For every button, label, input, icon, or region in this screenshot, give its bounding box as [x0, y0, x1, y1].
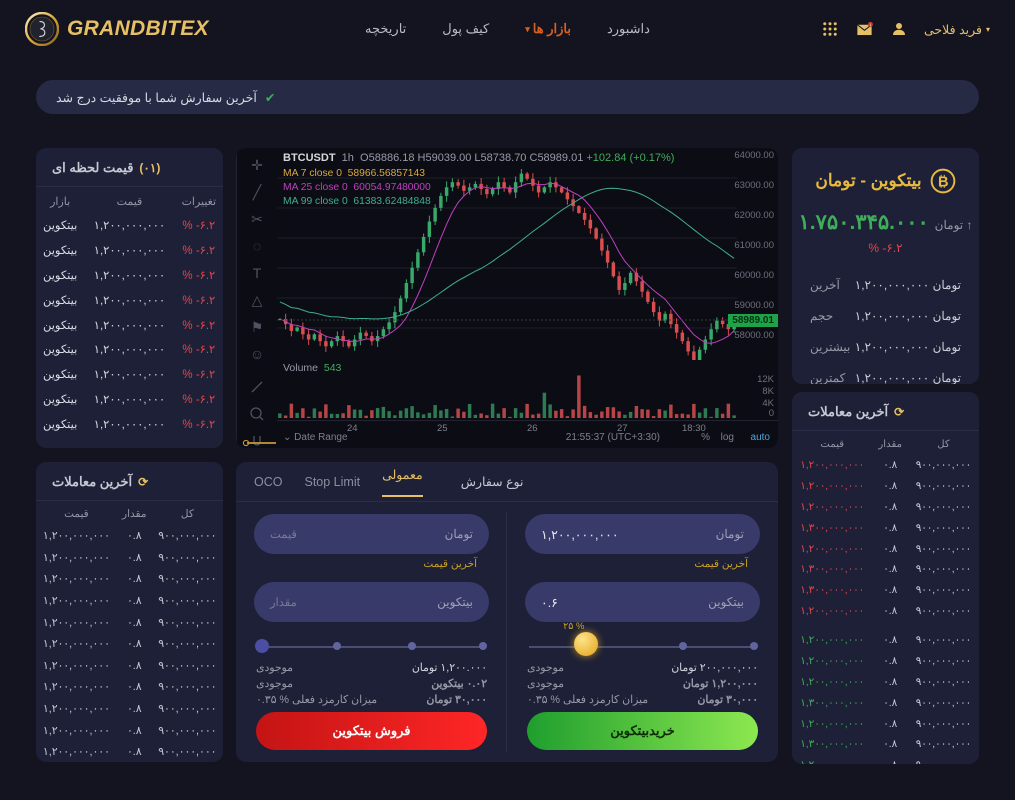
- svg-text:1: 1: [869, 22, 871, 26]
- svg-text:B: B: [938, 174, 949, 190]
